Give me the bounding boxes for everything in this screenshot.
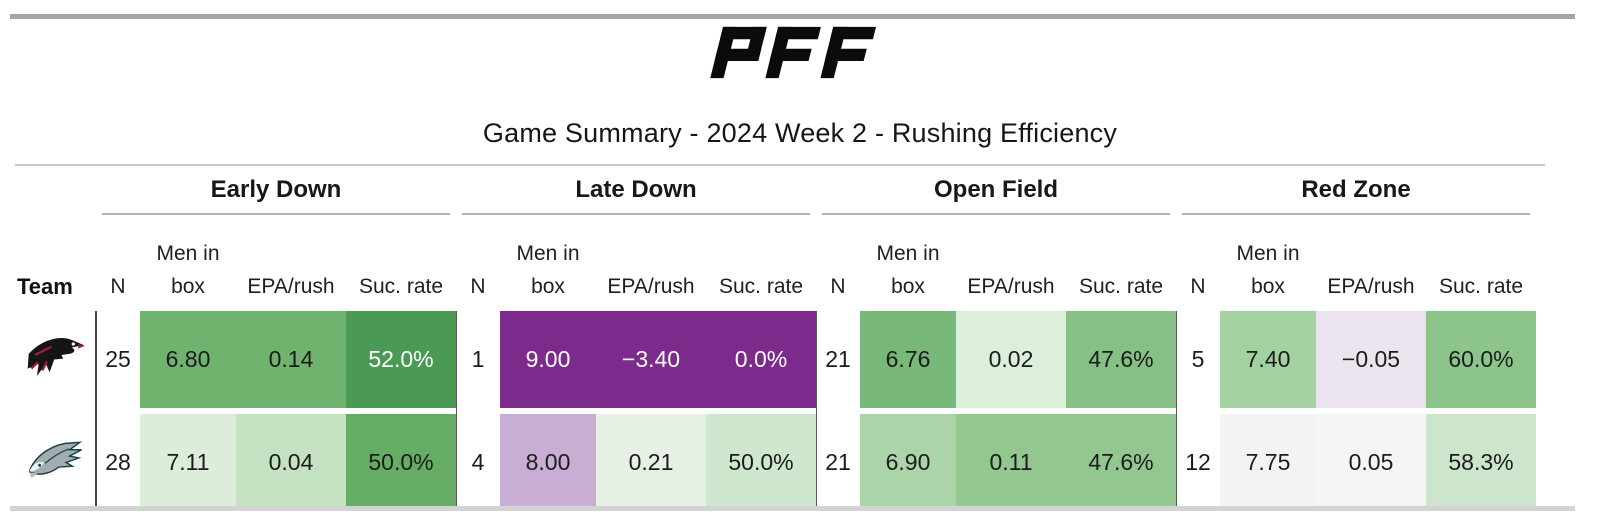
group-label: Open Field [933,176,1058,203]
stat-cell-men-in-box: 7.75 [1220,414,1316,511]
n-cell: 21 [825,449,851,475]
epa-rush-column-header: EPA/rush [1327,275,1415,299]
group-divider-open-redzone [1176,311,1177,511]
men-in-box-line2: box [531,275,565,299]
falcons-logo-icon [27,337,86,376]
stat-cell-suc-rate: 0.0% [706,311,816,408]
group-header-late-down: Late Down [456,176,816,215]
table-row-eagles: 28 7.11 0.04 50.0% 4 8.00 0.21 50.0% 21 … [16,414,1536,511]
men-in-box-column-header: Men in box [1220,229,1316,305]
stat-cell-suc-rate: 50.0% [706,414,816,511]
bottom-divider [10,506,1575,511]
team-column-divider [95,311,97,511]
men-in-box-line1: Men in [516,241,580,265]
suc-rate-column-header: Suc. rate [358,275,444,299]
stat-cell-suc-rate: 58.3% [1426,414,1536,511]
men-in-box-column-header: Men in box [860,229,956,305]
n-cell: 21 [825,346,851,372]
header-divider [15,164,1545,166]
group-divider-early-late [456,311,457,511]
table-row-falcons: 25 6.80 0.14 52.0% 1 9.00 −3.40 0.0% 21 … [16,311,1536,408]
n-cell: 28 [105,449,131,475]
stat-cell-epa-rush: 0.04 [236,414,346,511]
men-in-box-line1: Men in [876,241,940,265]
group-header-spacer [16,176,96,215]
stat-cell-epa-rush: 0.21 [596,414,706,511]
men-in-box-line1: Men in [1236,241,1300,265]
stat-cell-men-in-box: 6.90 [860,414,956,511]
stat-cell-suc-rate: 50.0% [346,414,456,511]
top-divider [10,14,1575,19]
n-cell: 1 [471,346,485,372]
group-label: Late Down [575,176,697,203]
page-title: Game Summary - 2024 Week 2 - Rushing Eff… [482,118,1118,148]
n-column-header: N [110,275,126,299]
stat-cell-suc-rate: 60.0% [1426,311,1536,408]
group-divider-late-open [816,311,817,511]
stat-cell-men-in-box: 7.11 [140,414,236,511]
n-cell: 4 [471,449,485,475]
stat-cell-men-in-box: 8.00 [500,414,596,511]
n-column-header: N [470,275,486,299]
n-cell: 25 [105,346,131,372]
group-header-row: Early Down Late Down Open Field Red Zone [16,176,1536,215]
n-column-header: N [830,275,846,299]
pff-logo [0,24,1600,81]
stat-cell-suc-rate: 47.6% [1066,311,1176,408]
men-in-box-column-header: Men in box [500,229,596,305]
group-header-red-zone: Red Zone [1176,176,1536,215]
stat-cell-suc-rate: 47.6% [1066,414,1176,511]
suc-rate-column-header: Suc. rate [718,275,804,299]
men-in-box-line2: box [891,275,925,299]
group-underline [462,213,810,215]
eagles-logo-icon [28,441,83,478]
men-in-box-line2: box [1251,275,1285,299]
n-column-header: N [1190,275,1206,299]
stat-cell-men-in-box: 9.00 [500,311,596,408]
group-header-open-field: Open Field [816,176,1176,215]
team-cell-eagles [16,414,96,511]
group-underline [1182,213,1530,215]
n-cell: 5 [1191,346,1205,372]
epa-rush-column-header: EPA/rush [967,275,1055,299]
epa-rush-column-header: EPA/rush [607,275,695,299]
column-header-row: Team N Men in box EPA/rush Suc. rate N Me… [16,229,1536,305]
stat-cell-epa-rush: 0.05 [1316,414,1426,511]
men-in-box-line2: box [171,275,205,299]
men-in-box-line1: Men in [156,241,220,265]
stat-cell-suc-rate: 52.0% [346,311,456,408]
team-cell-falcons [16,311,96,408]
men-in-box-column-header: Men in box [140,229,236,305]
rushing-efficiency-table: Early Down Late Down Open Field Red Zone… [16,176,1536,511]
stat-cell-men-in-box: 6.80 [140,311,236,408]
group-header-early-down: Early Down [96,176,456,215]
n-cell: 12 [1185,449,1211,475]
stat-cell-epa-rush: 0.14 [236,311,346,408]
pff-logo-icon [710,26,876,79]
team-column-header: Team [17,273,73,299]
stat-cell-epa-rush: 0.11 [956,414,1066,511]
stat-cell-epa-rush: 0.02 [956,311,1066,408]
suc-rate-column-header: Suc. rate [1078,275,1164,299]
stat-cell-epa-rush: −0.05 [1316,311,1426,408]
stat-cell-epa-rush: −3.40 [596,311,706,408]
group-underline [102,213,450,215]
table-body: 25 6.80 0.14 52.0% 1 9.00 −3.40 0.0% 21 … [16,311,1536,511]
group-label: Red Zone [1301,176,1411,203]
epa-rush-column-header: EPA/rush [247,275,335,299]
suc-rate-column-header: Suc. rate [1438,275,1524,299]
stat-cell-men-in-box: 6.76 [860,311,956,408]
group-label: Early Down [210,176,342,203]
group-underline [822,213,1170,215]
stat-cell-men-in-box: 7.40 [1220,311,1316,408]
